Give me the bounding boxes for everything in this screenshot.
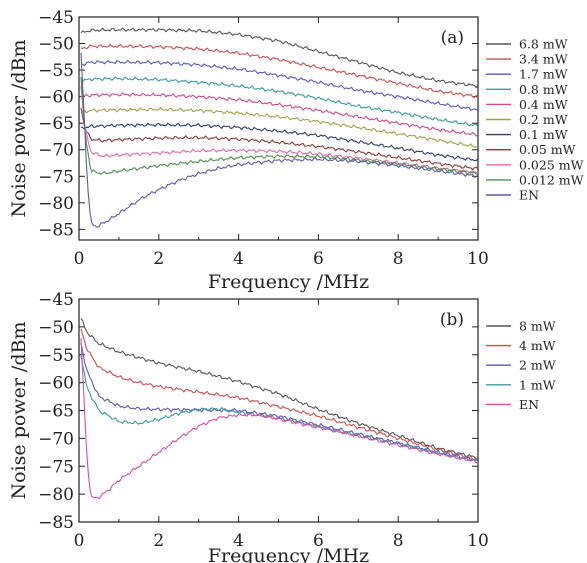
y-tick-label: −80 (38, 194, 74, 214)
legend-label: 0.05 mW (519, 142, 576, 157)
x-tick-label: 10 (467, 531, 489, 551)
chart-panel-a: 0 2 4 6 8 10 −45 −50 −55 −60 −65 −70 −75 −80 −85 Freque… (8, 8, 584, 293)
legend-label: EN (519, 188, 539, 203)
panel-label: (b) (440, 310, 464, 330)
series-line (80, 328, 478, 461)
legend-label: 0.4 mW (519, 97, 568, 112)
y-tick-label: −70 (38, 429, 74, 449)
y-tick-label: −80 (38, 485, 74, 505)
series-group (80, 27, 478, 228)
plot-frame (78, 298, 479, 523)
x-tick-label: 6 (313, 249, 324, 269)
series-line (80, 43, 478, 99)
x-tick-label: 0 (74, 531, 85, 551)
y-tick-label: −70 (38, 141, 74, 161)
y-tick-label: −65 (38, 402, 74, 422)
x-tick-label: 2 (153, 531, 164, 551)
plot-frame (78, 16, 479, 241)
x-axis-title: Frequency /MHz (208, 545, 369, 563)
y-tick-label: −55 (38, 61, 74, 81)
legend-label: 0.025 mW (519, 157, 584, 172)
legend-label: 1.7 mW (519, 67, 568, 82)
series-line (80, 27, 478, 89)
series-group (80, 318, 478, 500)
series-line (80, 342, 478, 462)
y-tick-label: −55 (38, 346, 74, 366)
x-tick-label: 4 (233, 531, 244, 551)
legend-label: 0.012 mW (519, 172, 584, 187)
legend: 8 mW 4 mW 2 mW 1 mW EN (486, 319, 556, 412)
y-tick-label: −75 (38, 167, 74, 187)
y-tick-label: −85 (38, 513, 74, 533)
x-tick-label: 8 (393, 531, 404, 551)
series-line (80, 59, 478, 112)
series-line (80, 85, 478, 174)
y-tick-label: −85 (38, 220, 74, 240)
legend-label: 0.1 mW (519, 127, 568, 142)
x-axis-title: Frequency /MHz (208, 271, 369, 293)
x-tick-label: 6 (313, 531, 324, 551)
y-tick-label: −45 (38, 290, 74, 310)
chart-panel-b: 0 2 4 6 8 10 −45 −50 −55 −60 −65 −70 −75 −80 −85 Freque… (8, 290, 556, 563)
y-axis-title: Noise power /dBm (8, 322, 30, 500)
x-tick-label: 10 (467, 249, 489, 269)
series-line (80, 76, 478, 128)
y-tick-label: −75 (38, 457, 74, 477)
legend-label: 0.8 mW (519, 82, 568, 97)
y-tick-label: −50 (38, 318, 74, 338)
series-line (80, 122, 478, 162)
legend-label: 4 mW (519, 338, 556, 353)
legend-label: 3.4 mW (519, 52, 568, 67)
series-line (80, 52, 478, 228)
legend-label: EN (519, 397, 539, 412)
series-line (80, 107, 478, 171)
x-tick-label: 0 (74, 249, 85, 269)
x-tick-label: 2 (153, 249, 164, 269)
legend-label: 1 mW (519, 377, 556, 392)
y-tick-label: −45 (38, 8, 74, 28)
panel-label: (a) (441, 28, 464, 48)
series-line (80, 92, 478, 137)
y-axis-title: Noise power /dBm (8, 40, 30, 218)
legend-label: 6.8 mW (519, 37, 568, 52)
y-tick-label: −65 (38, 114, 74, 134)
x-tick-label: 4 (233, 249, 244, 269)
legend-label: 8 mW (519, 319, 556, 334)
series-line (80, 106, 478, 149)
x-tick-label: 8 (393, 249, 404, 269)
series-line (80, 318, 478, 461)
legend-label: 0.2 mW (519, 112, 568, 127)
series-line (80, 338, 478, 500)
y-tick-label: −60 (38, 374, 74, 394)
y-tick-label: −60 (38, 88, 74, 108)
legend: 6.8 mW3.4 mW1.7 mW0.8 mW0.4 mW0.2 mW0.1 … (486, 37, 584, 203)
y-tick-label: −50 (38, 35, 74, 55)
legend-label: 2 mW (519, 358, 556, 373)
